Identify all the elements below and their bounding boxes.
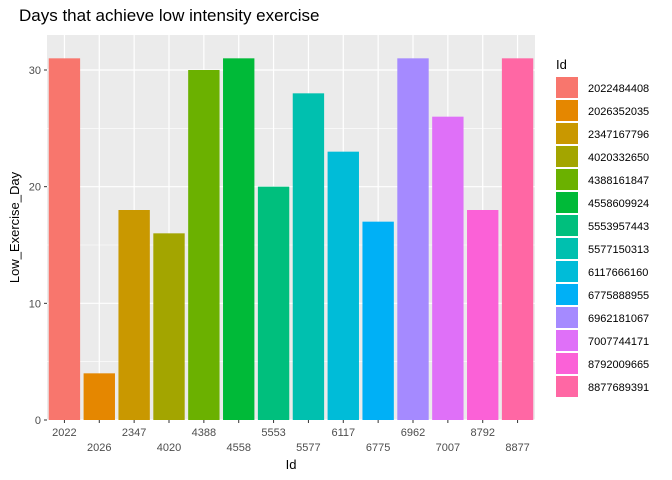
bar-6117 — [327, 151, 359, 420]
x-tick-label: 2022 — [52, 427, 76, 439]
legend-label: 6775888955 — [588, 290, 649, 302]
legend-title: Id — [556, 57, 567, 72]
legend-label: 2347167796 — [588, 129, 649, 141]
bar-4388 — [188, 70, 220, 420]
legend-label: 6117666160 — [588, 267, 648, 279]
legend-label: 8792009665 — [588, 359, 649, 371]
x-tick-label: 4558 — [226, 442, 250, 454]
y-tick-label: 20 — [29, 182, 41, 194]
legend-label: 5577150313 — [588, 244, 649, 256]
legend-swatch — [556, 100, 578, 121]
bar-6775 — [362, 221, 394, 420]
legend-swatch — [556, 261, 578, 282]
legend-swatch — [556, 330, 578, 351]
legend-swatch — [556, 169, 578, 190]
legend-label: 4558609924 — [588, 198, 649, 210]
legend-swatch — [556, 146, 578, 167]
x-tick-label: 2347 — [122, 427, 146, 439]
bar-6962 — [397, 58, 429, 420]
y-tick-label: 30 — [29, 65, 41, 77]
legend-swatch — [556, 215, 578, 236]
x-tick-label: 4388 — [192, 427, 216, 439]
bar-5553 — [257, 186, 290, 420]
legend-label: 8877689391 — [588, 382, 649, 394]
x-tick-label: 6117 — [331, 427, 355, 439]
y-tick-label: 0 — [35, 415, 41, 427]
x-tick-label: 5553 — [261, 427, 285, 439]
bar-4020 — [153, 233, 185, 420]
legend-label: 2022484408 — [588, 83, 649, 95]
x-tick-label: 7007 — [436, 442, 460, 454]
legend-swatch — [556, 238, 578, 259]
y-axis: 0 10 20 30 — [29, 65, 47, 427]
legend-swatch — [556, 353, 578, 374]
bar-2022 — [48, 58, 81, 420]
bar-4558 — [223, 58, 255, 420]
y-axis-title: Low_Exercise_Day — [7, 171, 22, 283]
legend-swatch — [556, 284, 578, 305]
bar-2026 — [83, 373, 115, 420]
legend-swatch — [556, 123, 578, 144]
legend-swatch — [556, 192, 578, 213]
legend-swatch — [556, 77, 578, 98]
legend-label: 5553957443 — [588, 221, 649, 233]
x-tick-label: 8877 — [505, 442, 529, 454]
x-axis: 2022 2026 2347 4020 4388 4558 5553 5577 6117 6775… — [52, 420, 530, 454]
legend-label: 2026352035 — [588, 106, 649, 118]
legend-label: 7007744171 — [588, 336, 649, 348]
legend-label: 6962181067 — [588, 313, 649, 325]
legend-label: 4388161847 — [588, 175, 649, 187]
x-axis-title: Id — [286, 457, 297, 472]
bar-8877 — [501, 58, 534, 420]
x-tick-label: 6962 — [401, 427, 425, 439]
bars — [48, 58, 534, 421]
x-tick-label: 4020 — [157, 442, 181, 454]
bar-7007 — [432, 116, 464, 421]
bar-5577 — [292, 93, 325, 420]
x-tick-label: 2026 — [87, 442, 111, 454]
x-tick-label: 5577 — [296, 442, 320, 454]
bar-2347 — [118, 210, 150, 420]
x-tick-label: 8792 — [470, 427, 494, 439]
legend: Id 2022484408 2026352035 2347167796 4020332… — [556, 57, 649, 397]
bar-8792 — [467, 210, 499, 420]
legend-label: 4020332650 — [588, 152, 649, 164]
x-tick-label: 6775 — [366, 442, 390, 454]
legend-swatch — [556, 376, 578, 397]
chart-title: Days that achieve low intensity exercise — [19, 6, 320, 25]
legend-swatch — [556, 307, 578, 328]
y-tick-label: 10 — [29, 298, 41, 310]
